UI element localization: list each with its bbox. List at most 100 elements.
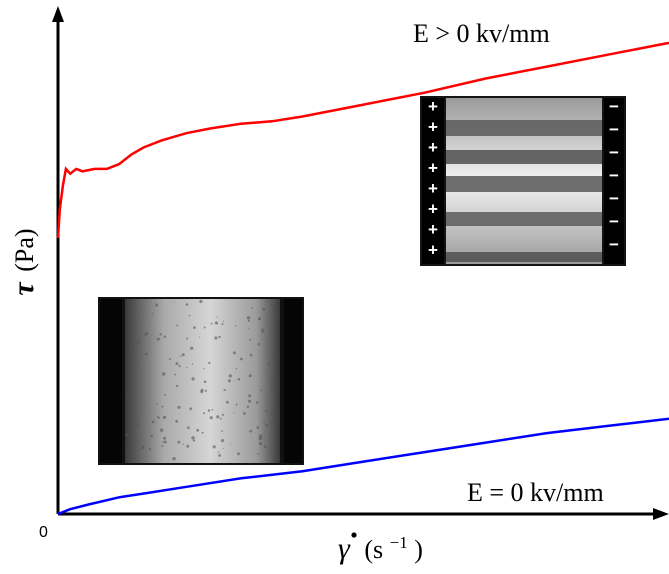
speckle: [261, 327, 264, 330]
speckle: [249, 429, 253, 433]
negative-sign: −: [609, 189, 619, 208]
speckle: [272, 410, 275, 413]
speckle: [179, 355, 182, 357]
negative-signs: − − − − − − −: [609, 97, 619, 254]
speckle: [182, 443, 185, 445]
inset-rest-electrode-left: [100, 299, 122, 463]
speckle: [189, 407, 193, 411]
speckle: [246, 405, 250, 409]
speckle: [267, 363, 271, 366]
speckle: [144, 333, 147, 336]
speckle: [234, 380, 236, 382]
speckle: [263, 422, 265, 424]
speckle: [217, 451, 220, 453]
speckle: [134, 343, 138, 346]
positive-sign: +: [428, 241, 438, 260]
positive-sign: +: [428, 179, 438, 198]
speckle: [226, 400, 229, 404]
speckle: [181, 353, 185, 357]
speckle: [247, 327, 249, 329]
x-axis-unit: (s: [364, 535, 383, 564]
speckle: [222, 448, 224, 449]
x-axis-exponent: −1: [390, 533, 408, 552]
speckle: [248, 394, 252, 398]
inset-rest-electrode-right: [284, 299, 302, 463]
speckle: [132, 314, 135, 318]
x-axis-dot: [351, 532, 357, 538]
particle-chain-4: [446, 212, 602, 226]
speckle: [138, 459, 140, 462]
speckle: [249, 338, 252, 341]
speckle: [223, 368, 225, 370]
inset-energized-micrograph: ++++++++ −−−−−−−: [420, 96, 626, 266]
speckle: [214, 336, 218, 340]
speckle: [203, 412, 206, 415]
speckle: [210, 322, 213, 325]
speckle: [221, 323, 224, 326]
y-axis-arrow: [52, 6, 64, 22]
speckle: [138, 365, 140, 367]
speckle: [141, 446, 145, 449]
speckle: [237, 378, 241, 381]
particle-chain-1: [446, 120, 602, 136]
speckle: [144, 311, 146, 313]
speckle: [132, 322, 134, 324]
electrode-positive: [422, 98, 444, 264]
speckle: [260, 389, 262, 392]
positive-sign: +: [428, 159, 438, 178]
speckle: [255, 401, 259, 404]
speckle: [221, 430, 223, 432]
speckle: [269, 377, 271, 379]
speckle: [218, 335, 221, 339]
speckle: [243, 412, 246, 415]
speckle: [162, 372, 166, 376]
speckle: [259, 441, 263, 446]
speckle: [174, 373, 176, 376]
y-axis-label: τ (Pa): [7, 228, 40, 295]
speckle: [219, 417, 222, 420]
speckle: [247, 319, 250, 322]
speckle: [175, 419, 179, 423]
speckle: [230, 443, 232, 445]
x-axis-label: γ (s −1 ): [338, 525, 423, 565]
particle-chain-5: [446, 252, 602, 262]
speckle: [218, 454, 222, 457]
speckle: [177, 440, 181, 444]
inset-rest-micrograph: [98, 297, 304, 465]
speckle: [185, 303, 189, 306]
speckle: [235, 325, 237, 327]
speckle: [176, 384, 179, 388]
x-axis-arrow: [653, 508, 669, 520]
speckle: [163, 440, 167, 444]
series-label-e-zero: E = 0 kv/mm: [467, 478, 604, 507]
speckle: [142, 314, 144, 316]
speckle: [221, 413, 224, 416]
speckle: [172, 457, 176, 461]
speckle: [190, 346, 194, 350]
speckle: [162, 441, 164, 443]
speckle: [223, 388, 226, 392]
speckle: [237, 452, 240, 456]
positive-sign: +: [428, 138, 438, 157]
speckle: [187, 426, 190, 430]
speckle: [209, 416, 213, 420]
negative-sign: −: [609, 235, 619, 254]
speckle: [148, 448, 152, 451]
speckle: [126, 447, 128, 450]
speckle: [174, 301, 175, 303]
speckle: [207, 409, 211, 412]
speckle: [216, 415, 220, 419]
speckle: [200, 390, 204, 394]
y-axis-symbol: τ: [7, 281, 40, 296]
speckle: [271, 413, 274, 416]
svg-text:γ (s −1 ): γ (s −1 ): [338, 525, 423, 565]
speckle: [257, 453, 260, 455]
positive-sign: +: [428, 97, 438, 116]
speckle: [177, 405, 181, 409]
speckle: [186, 444, 190, 448]
speckle: [256, 426, 260, 429]
speckle: [150, 435, 153, 438]
speckle: [249, 353, 253, 357]
speckle: [156, 403, 158, 405]
